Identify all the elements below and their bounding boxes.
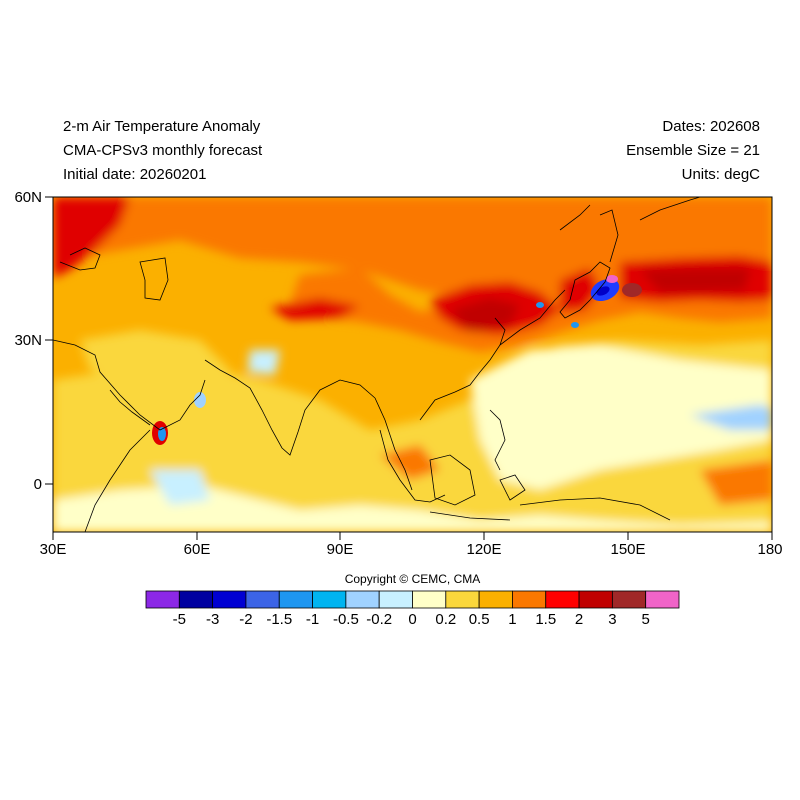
colorbar-label: 1.5 (535, 611, 557, 628)
colorbar-label: 0.2 (435, 611, 457, 628)
forecast-dates: Dates: 202608 (662, 118, 760, 135)
colorbar-label: 0.5 (468, 611, 490, 628)
colorbar-label: -0.2 (366, 611, 393, 628)
colorbar-label: 5 (641, 611, 650, 628)
x-tick-label: 150E (610, 541, 646, 558)
ensemble-size: Ensemble Size = 21 (626, 142, 760, 159)
y-tick-label: 30N (14, 332, 42, 349)
x-tick-label: 120E (466, 541, 502, 558)
anomaly-field (53, 197, 772, 532)
colorbar-label: -0.5 (332, 611, 359, 628)
y-tick-label: 0 (33, 476, 42, 493)
initial-date: Initial date: 20260201 (63, 166, 207, 183)
chart-title: 2-m Air Temperature Anomaly (63, 118, 261, 135)
model-subtitle: CMA-CPSv3 monthly forecast (63, 142, 263, 159)
x-tick-label: 90E (326, 541, 354, 558)
units-label: Units: degC (681, 166, 760, 183)
colorbar-label: 3 (608, 611, 617, 628)
axis-ticks (45, 196, 773, 540)
coastlines (52, 196, 701, 533)
colorbar-label: -5 (172, 611, 186, 628)
colorbar-label: 1 (508, 611, 517, 628)
map-frame (52, 196, 773, 533)
colorbar-label: 0 (408, 611, 417, 628)
colorbar-label: -1.5 (266, 611, 293, 628)
y-tick-label: 60N (14, 189, 42, 206)
x-tick-label: 30E (39, 541, 67, 558)
colorbar-label: 2 (574, 611, 584, 628)
copyright-notice: Copyright © CEMC, CMA (344, 572, 481, 586)
x-tick-label: 180 (757, 541, 783, 558)
colorbar-label: -2 (239, 611, 253, 628)
colorbar-label: -3 (205, 611, 220, 628)
colorbar-label: -1 (305, 611, 320, 628)
x-tick-label: 60E (183, 541, 211, 558)
